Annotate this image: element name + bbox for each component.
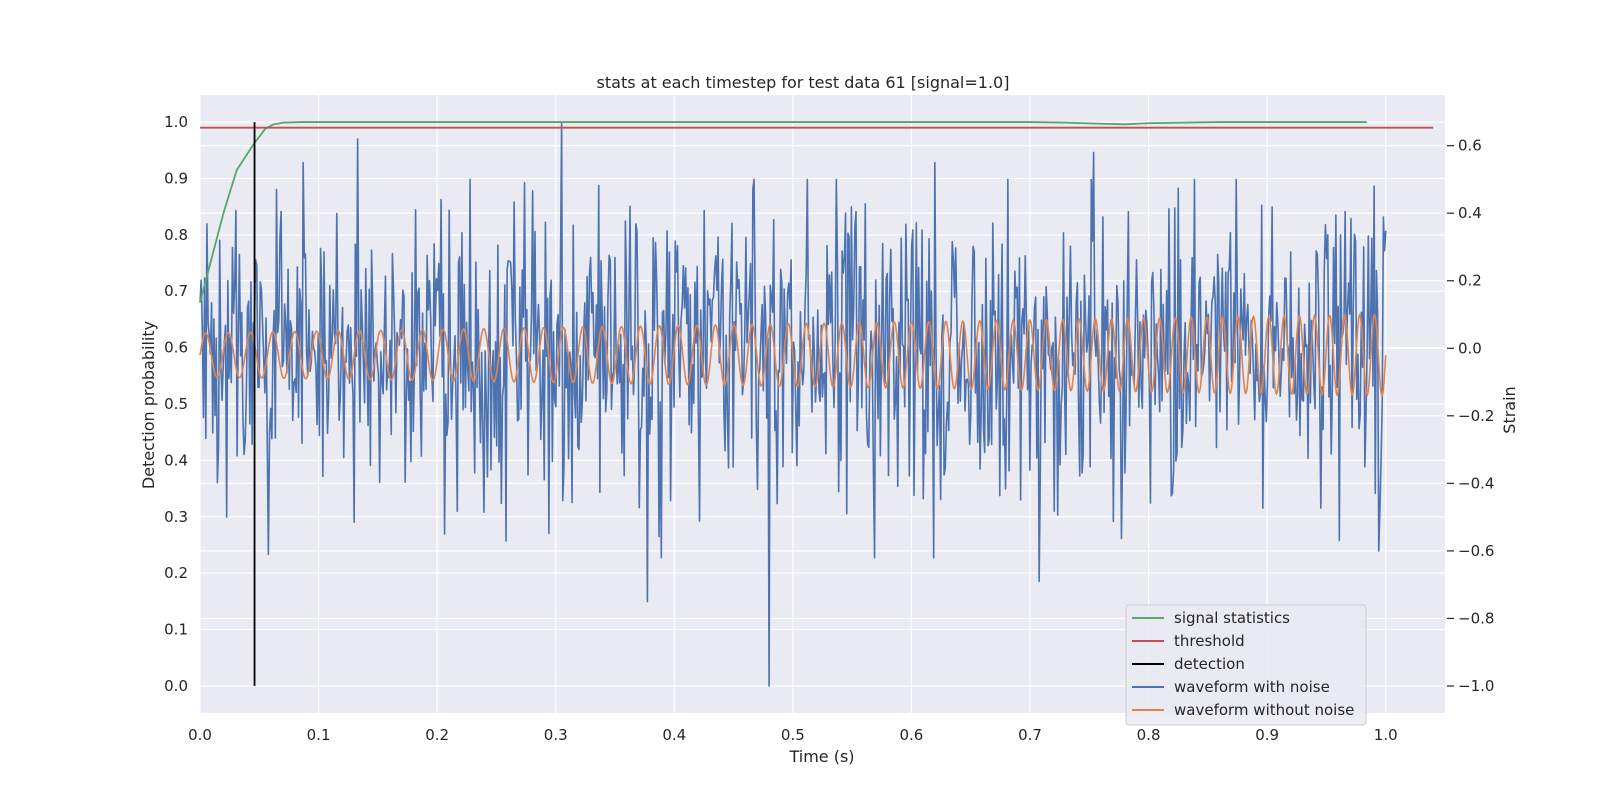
series-waveform-with-noise xyxy=(199,121,1387,687)
x-tick-label: 0.6 xyxy=(899,726,923,744)
y-axis-label-right: Strain xyxy=(1500,386,1519,433)
chart-title: stats at each timestep for test data 61 … xyxy=(597,73,1010,92)
y-right-tick-label: −1.0 xyxy=(1458,677,1494,695)
y-right-tick-label: 0.6 xyxy=(1458,137,1482,155)
x-tick-label: 0.5 xyxy=(781,726,805,744)
x-tick-label: 0.8 xyxy=(1137,726,1161,744)
y-left-tick-label: 0.0 xyxy=(164,677,188,695)
y-left-tick-label: 1.0 xyxy=(164,113,188,131)
legend-label-threshold: threshold xyxy=(1174,632,1245,650)
y-left-tick-label: 0.1 xyxy=(164,621,188,639)
legend: signal statistics threshold detection wa… xyxy=(1125,604,1367,726)
tick-marks xyxy=(1447,145,1454,687)
x-tick-label: 0.2 xyxy=(425,726,449,744)
y-right-tick-label: 0.0 xyxy=(1458,339,1482,357)
y-right-tick-label: −0.4 xyxy=(1458,474,1494,492)
legend-label-waveform-with-noise: waveform with noise xyxy=(1174,678,1330,696)
y-right-tick-label: −0.8 xyxy=(1458,609,1494,627)
x-tick-label: 0.3 xyxy=(544,726,568,744)
y-left-tick-labels: 0.0 0.1 0.2 0.3 0.4 0.5 0.6 0.7 0.8 0.9 … xyxy=(164,113,188,695)
y-left-tick-label: 0.2 xyxy=(164,564,188,582)
x-tick-label: 0.9 xyxy=(1255,726,1279,744)
y-left-tick-label: 0.5 xyxy=(164,395,188,413)
y-left-tick-label: 0.6 xyxy=(164,339,188,357)
x-tick-label: 0.1 xyxy=(307,726,331,744)
x-tick-label: 0.4 xyxy=(662,726,686,744)
legend-label-detection: detection xyxy=(1174,655,1245,673)
y-right-tick-labels: −1.0 −0.8 −0.6 −0.4 −0.2 0.0 0.2 0.4 0.6 xyxy=(1458,137,1494,695)
series-waveform-without-noise xyxy=(199,313,1387,397)
y-right-tick-label: −0.2 xyxy=(1458,407,1494,425)
y-right-tick-label: −0.6 xyxy=(1458,542,1494,560)
series-layer xyxy=(199,121,1434,687)
y-right-tick-label: 0.2 xyxy=(1458,272,1482,290)
y-left-tick-label: 0.7 xyxy=(164,282,188,300)
x-tick-labels: 0.0 0.1 0.2 0.3 0.4 0.5 0.6 0.7 0.8 0.9 … xyxy=(188,726,1398,744)
legend-label-signal-statistics: signal statistics xyxy=(1174,609,1290,627)
x-axis-label: Time (s) xyxy=(788,747,854,766)
y-left-tick-label: 0.8 xyxy=(164,226,188,244)
legend-box xyxy=(1125,604,1367,726)
series-signal-statistics xyxy=(199,121,1367,303)
x-tick-label: 0.0 xyxy=(188,726,212,744)
y-left-tick-label: 0.9 xyxy=(164,169,188,187)
y-right-tick-label: 0.4 xyxy=(1458,204,1482,222)
legend-label-waveform-without-noise: waveform without noise xyxy=(1174,701,1354,719)
x-tick-label: 0.7 xyxy=(1018,726,1042,744)
y-left-tick-label: 0.4 xyxy=(164,451,188,469)
y-left-tick-label: 0.3 xyxy=(164,508,188,526)
x-tick-label: 1.0 xyxy=(1374,726,1398,744)
y-axis-label-left: Detection probability xyxy=(139,321,158,489)
